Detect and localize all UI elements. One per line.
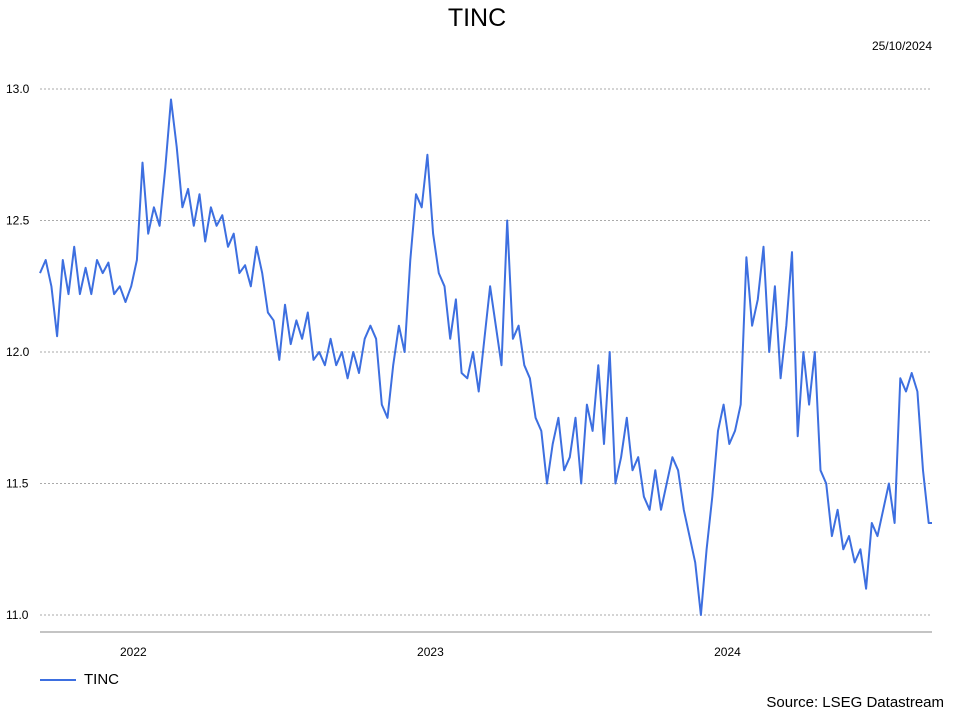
- series-layer: [39, 98, 932, 616]
- x-tick-label: 2023: [417, 645, 444, 659]
- legend-swatch: [40, 678, 76, 681]
- series-line-tinc: [39, 98, 932, 616]
- legend-label: TINC: [84, 671, 119, 688]
- y-tick-label: 12.0: [6, 345, 30, 359]
- chart-date: 25/10/2024: [871, 39, 932, 53]
- y-tick-label: 13.0: [6, 82, 30, 96]
- legend: TINC: [40, 671, 119, 688]
- x-tick-label: 2022: [120, 645, 147, 659]
- y-tick-label: 12.5: [6, 214, 30, 228]
- grid-lines: [40, 88, 932, 616]
- y-axis-ticks: 11.0 11.5 12.0 12.5 13.0: [6, 82, 30, 622]
- chart-title: TINC: [447, 4, 507, 32]
- x-tick-label: 2024: [714, 645, 741, 659]
- y-tick-label: 11.0: [6, 608, 29, 622]
- y-tick-label: 11.5: [6, 477, 29, 491]
- x-axis-ticks: 2022 2023 2024: [40, 631, 932, 659]
- source-note: Source: LSEG Datastream: [766, 694, 944, 711]
